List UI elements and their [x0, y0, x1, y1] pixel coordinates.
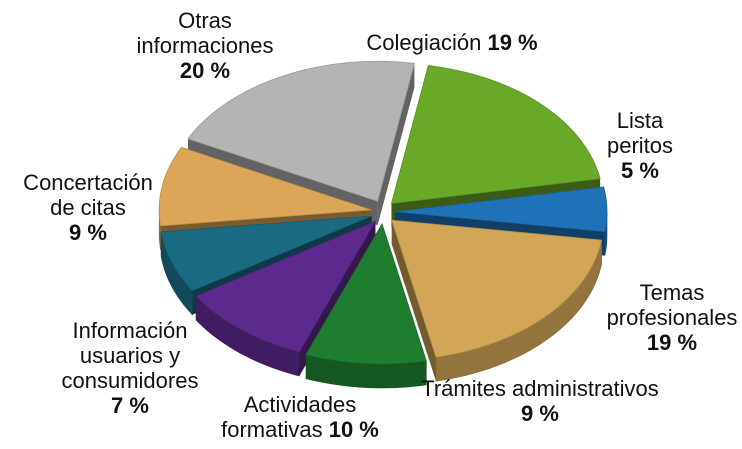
value-label: 20 % [179, 58, 231, 83]
slice-edge [391, 220, 436, 382]
value-label: 10 % [328, 417, 379, 442]
slice [195, 220, 377, 353]
slice [187, 60, 415, 202]
value-label: 9 % [69, 220, 107, 245]
slice [394, 186, 608, 233]
category-name: Concertación de citas [23, 170, 153, 220]
slice-edge [377, 63, 415, 226]
value-label: 9 % [521, 401, 559, 426]
slice-label: Temas profesionales 19 % [607, 280, 738, 355]
slice-label: Trámites administrativos 9 % [420, 376, 660, 426]
slice [390, 65, 601, 204]
value-label: 5 % [621, 158, 659, 183]
category-name: Temas profesionales [606, 280, 738, 330]
slice-label: Concertación de citas 9 % [23, 170, 153, 245]
category-name: Información usuarios y consumidores [61, 318, 199, 393]
slice-label: Información usuarios y consumidores 7 % [40, 318, 220, 418]
slice [160, 215, 372, 292]
category-name: Actividades formativas [221, 392, 357, 442]
slice [158, 146, 372, 227]
value-label: 19 % [646, 330, 698, 355]
category-name: Colegiación [366, 30, 482, 55]
category-name: Otras informaciones [136, 8, 274, 58]
category-name: Trámites administrativos [421, 376, 659, 401]
value-label: 19 % [487, 30, 538, 55]
slice-label: Colegiación 19 % [366, 30, 537, 55]
slice [305, 222, 427, 365]
slice [391, 219, 603, 358]
value-label: 7 % [111, 393, 149, 418]
slice-label: Actividades formativas 10 % [195, 392, 405, 442]
slice-label: Lista peritos 5 % [607, 108, 673, 183]
category-name: Lista peritos [606, 108, 674, 158]
slice-label: Otras informaciones 20 % [137, 8, 274, 83]
